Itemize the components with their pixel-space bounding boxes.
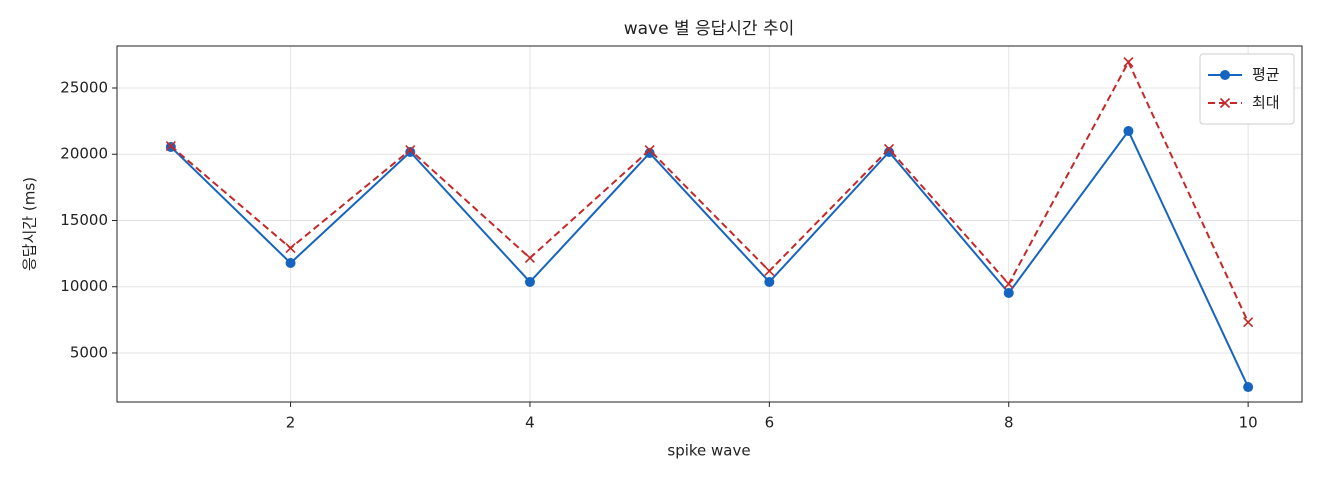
data-point (524, 252, 536, 264)
data-point (644, 148, 655, 159)
data-point (884, 146, 895, 157)
legend-marker (1219, 97, 1231, 109)
x-tick-label: 2 (286, 414, 296, 432)
y-tick-label: 10000 (60, 277, 108, 295)
plot-frame (116, 45, 1303, 403)
data-point (285, 242, 296, 254)
x-axis-label: spike wave (667, 442, 750, 460)
y-tick-label: 25000 (60, 78, 108, 96)
y-tick-label: 5000 (70, 343, 108, 361)
data-point (1003, 287, 1014, 298)
data-point (1123, 126, 1134, 137)
data-point (883, 143, 895, 155)
data-point (285, 258, 296, 269)
x-tick-label: 6 (765, 414, 775, 432)
series-line (170, 129, 1250, 388)
x-tick-label: 10 (1239, 414, 1258, 432)
data-point (764, 276, 775, 287)
y-axis-label: 응답시간 (ms) (21, 177, 39, 271)
chart-title: wave 별 응답시간 추이 (624, 19, 795, 39)
legend-box (1199, 53, 1295, 125)
data-point (405, 144, 416, 156)
data-point (644, 144, 655, 156)
legend-label: 최대 (1252, 94, 1280, 112)
data-point (405, 146, 416, 157)
data-point (1243, 317, 1254, 328)
legend-marker (1220, 70, 1230, 80)
series-line (170, 59, 1250, 323)
data-point (1123, 56, 1134, 68)
y-tick-label: 15000 (60, 211, 108, 229)
x-tick-label: 4 (525, 414, 535, 432)
data-point (1243, 382, 1254, 393)
data-point (764, 265, 775, 277)
data-point (1003, 278, 1014, 290)
data-point (165, 140, 176, 152)
y-tick-label: 20000 (60, 145, 108, 163)
data-point (524, 276, 535, 287)
x-tick-label: 8 (1004, 414, 1014, 432)
legend-label: 평균 (1252, 66, 1280, 84)
